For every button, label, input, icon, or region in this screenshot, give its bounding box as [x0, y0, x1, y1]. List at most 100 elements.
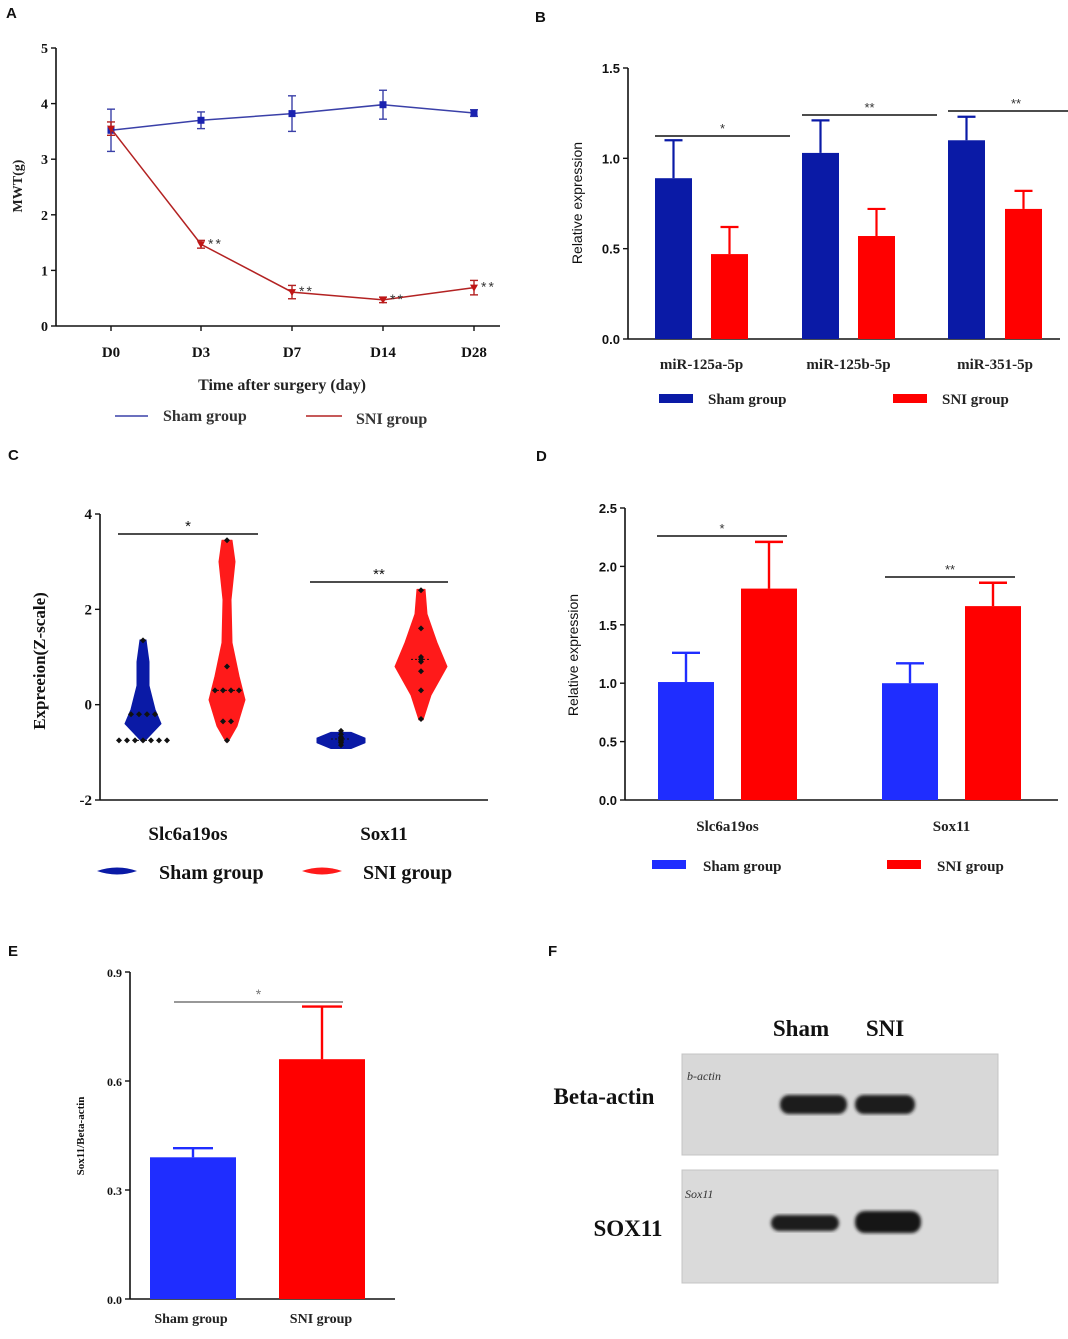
data-point	[124, 737, 130, 744]
panel-d-ylabel: Relative expression	[565, 594, 581, 716]
sham-point	[470, 109, 478, 117]
panel-c-legend: Sham group SNI group	[97, 862, 452, 884]
data-point	[156, 737, 162, 744]
legend-d-sni-swatch	[887, 860, 921, 869]
panel-b-chart: 0.0 0.5 1.0 1.5 miR-125a-5p miR-125b-5p miR-35…	[602, 61, 1068, 373]
legend-c-sham-swatch	[97, 867, 137, 875]
sham-point	[379, 101, 387, 109]
panel-label-c: C	[8, 447, 19, 464]
sni-bar	[711, 254, 748, 339]
data-point	[152, 711, 158, 718]
panel-e-y-tick-label: 0.6	[107, 1075, 122, 1089]
data-point	[148, 737, 154, 744]
sni-bar	[965, 606, 1021, 800]
sham-bar	[882, 683, 938, 800]
sni-bar	[1005, 208, 1042, 339]
data-point	[224, 537, 230, 544]
blot-handwritten-sox11: Sox11	[685, 1187, 713, 1201]
sni-line	[110, 128, 475, 301]
sni-bar	[279, 1059, 365, 1299]
data-point	[338, 731, 344, 738]
panel-d-x-tick-label: Slc6a19os	[696, 819, 759, 835]
panel-b-y-tick-label: 1.5	[602, 61, 620, 76]
sni-point	[197, 241, 205, 249]
panel-b-x-tick-label: miR-351-5p	[957, 357, 1033, 373]
data-point	[164, 737, 170, 744]
panel-label-d: D	[536, 448, 547, 465]
legend-d-sni-label: SNI group	[937, 859, 1004, 875]
data-point	[236, 687, 242, 694]
panel-e-y-tick-label: 0.9	[107, 966, 122, 980]
data-point	[144, 711, 150, 718]
panel-a-y-tick-label: 4	[41, 98, 48, 113]
data-point	[418, 625, 424, 632]
sni-point	[288, 289, 296, 297]
data-point	[116, 737, 122, 744]
blot-handwritten-bactin: b-actin	[687, 1069, 721, 1083]
panel-c-y-tick-label: 4	[85, 507, 93, 523]
sham-bar	[150, 1157, 236, 1299]
panel-e-sig-label: *	[256, 986, 262, 1002]
blot-col-sni: SNI	[866, 1016, 904, 1041]
panel-c-y-tick-label: 0	[85, 698, 93, 714]
panel-label-b: B	[535, 9, 546, 26]
panel-e-y-tick-label: 0.3	[107, 1184, 122, 1198]
panel-a-sig-label: **	[390, 291, 405, 307]
sham-bar	[802, 152, 839, 339]
panel-b-x-tick-label: miR-125b-5p	[806, 357, 890, 373]
panel-a-legend: Sham group SNI group	[115, 408, 427, 428]
blot-row-sox11: SOX11	[593, 1216, 662, 1241]
sni-violin	[208, 539, 246, 743]
panel-label-e: E	[8, 943, 18, 960]
panel-c-x-tick-label: Sox11	[360, 824, 408, 845]
panel-a-y-tick-label: 0	[41, 320, 48, 335]
legend-c-sni-label: SNI group	[363, 862, 452, 884]
data-point	[338, 727, 344, 734]
blot-col-sham: Sham	[773, 1016, 829, 1041]
data-point	[140, 737, 146, 744]
panel-d-y-tick-label: 1.0	[599, 676, 617, 691]
panel-d-y-tick-label: 2.0	[599, 559, 617, 574]
data-point	[224, 737, 230, 744]
data-point	[220, 687, 226, 694]
panel-b-sig-label: **	[864, 100, 874, 115]
panel-a-chart: 0 1 2 3 4 5 D0 D3 D7 D14 D28 ** ** ** **	[41, 42, 500, 361]
sham-bar	[948, 140, 985, 339]
panel-b-legend: Sham group SNI group	[659, 392, 1009, 408]
panel-e-x-tick-label: SNI group	[290, 1312, 353, 1327]
sham-point	[288, 110, 296, 118]
panel-c-sig-label: *	[185, 518, 191, 535]
legend-b-sham-swatch	[659, 394, 693, 403]
legend-d-sham-label: Sham group	[703, 859, 782, 875]
panel-c-ylabel: Expreeion(Z-scale)	[30, 592, 49, 730]
sni-point	[379, 296, 387, 304]
panel-f-blot: Sham SNI Beta-actin SOX11 b-actin Sox11	[554, 1016, 999, 1284]
legend-d-sham-swatch	[652, 860, 686, 869]
legend-a-sni-label: SNI group	[356, 411, 427, 428]
panel-a-sig-label: **	[299, 283, 314, 299]
panel-e-y-tick-label: 0.0	[107, 1293, 122, 1307]
panel-d-sig-label: *	[719, 521, 724, 536]
panel-e-ylabel: Sox11/Beta-actin	[75, 1097, 87, 1176]
panel-a-sig-label: **	[481, 279, 496, 295]
data-point	[418, 687, 424, 694]
band-beta-actin-sni	[855, 1095, 915, 1114]
data-point	[418, 668, 424, 675]
data-point	[132, 737, 138, 744]
panel-label-a: A	[6, 5, 17, 22]
sham-bar	[658, 682, 714, 800]
panel-b-x-tick-label: miR-125a-5p	[660, 357, 743, 373]
panel-c-sig-label: **	[373, 566, 385, 583]
sni-bar	[858, 236, 895, 339]
legend-a-sham-label: Sham group	[163, 408, 247, 425]
panel-a-xlabel: Time after surgery (day)	[198, 377, 366, 394]
panel-e-chart: 0.0 0.3 0.6 0.9 Sham group SNI group *	[107, 966, 395, 1327]
panel-b-ylabel: Relative expression	[569, 142, 585, 264]
panel-d-sig-label: **	[945, 562, 955, 577]
panel-b-sig-label: **	[1011, 96, 1021, 111]
band-beta-actin-sham	[780, 1095, 847, 1114]
panel-d-legend: Sham group SNI group	[652, 859, 1004, 875]
